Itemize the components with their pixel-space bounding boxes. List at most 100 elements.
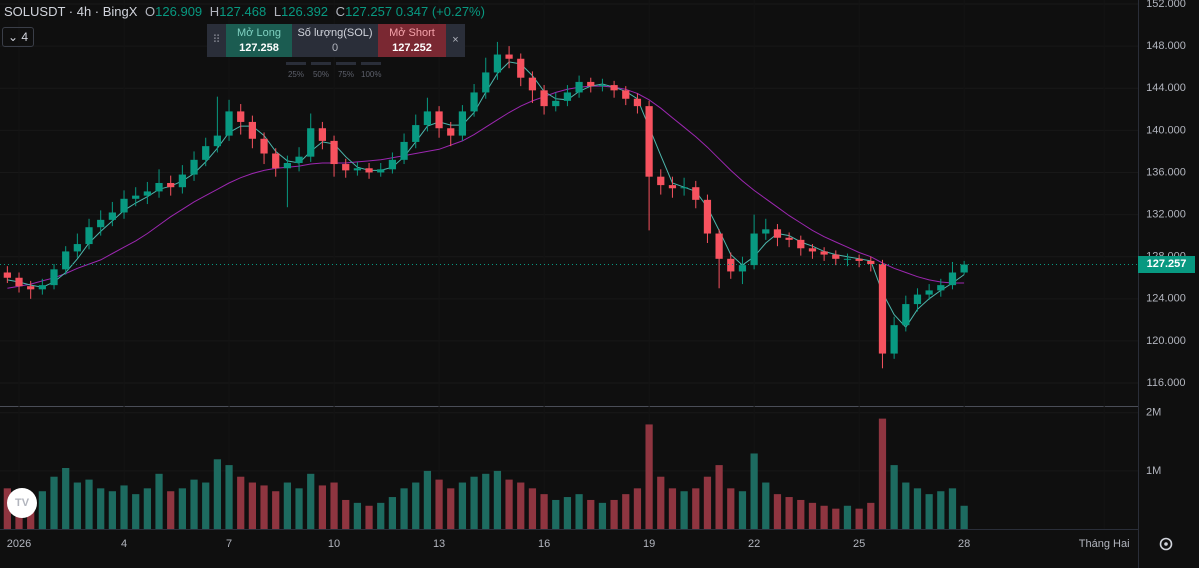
volume-bar (38, 491, 46, 529)
candle-body (563, 92, 572, 101)
volume-bar (680, 491, 688, 529)
candle-body (260, 138, 268, 154)
low: 126.392 (281, 4, 329, 19)
volume-bar (248, 482, 257, 529)
candle-body (692, 187, 700, 200)
y-tick-label: 148.000 (1146, 40, 1186, 52)
short-price: 127.252 (392, 42, 432, 54)
volume-bar (773, 494, 782, 529)
settings-button[interactable] (1159, 537, 1173, 551)
volume-bar (633, 488, 642, 529)
percent-button[interactable]: 50% (311, 62, 331, 79)
candle-body (738, 265, 747, 272)
candle-body (622, 90, 630, 99)
qty-label: Số lượng(SOL) (297, 27, 373, 39)
candle-body (657, 176, 665, 186)
volume-bar (470, 476, 478, 529)
candle-body (388, 159, 397, 170)
candle-body (960, 264, 968, 273)
c-label: C (335, 4, 346, 19)
candle-body (295, 156, 303, 163)
candle-body (400, 141, 408, 160)
volume-bar (85, 479, 93, 529)
long-button[interactable]: Mở Long 127.258 (226, 24, 292, 57)
l-label: L (273, 4, 282, 19)
volume-bar (202, 482, 210, 529)
percent-buttons: 25% 50% 75% 100% (286, 62, 381, 79)
volume-bar (645, 424, 653, 529)
volume-bar (120, 485, 128, 529)
candle-body (202, 146, 210, 160)
candle-body (587, 81, 595, 87)
y-tick-label: 124.000 (1146, 293, 1186, 305)
volume-bar (820, 505, 828, 529)
volume-bar (610, 499, 618, 529)
volume-bar (50, 476, 58, 529)
volume-bar (517, 482, 525, 529)
x-tick-label: 16 (538, 538, 550, 550)
candle-body (353, 168, 362, 171)
volume-bar (178, 488, 186, 529)
candle-body (797, 239, 805, 249)
volume-bar (97, 488, 105, 529)
candle-body (890, 325, 898, 354)
candle-body (505, 54, 513, 59)
x-tick-label: 13 (433, 538, 445, 550)
candle-body (120, 198, 128, 213)
candle-body (808, 248, 817, 252)
volume-bar (190, 479, 198, 529)
moving-average (7, 85, 965, 289)
close-button[interactable]: × (446, 24, 465, 57)
candle-body (855, 258, 863, 261)
trade-panel: ⠿ Mở Long 127.258 Số lượng(SOL) 0 Mở Short… (207, 24, 465, 57)
volume-bar (948, 488, 957, 529)
candle-body (925, 290, 933, 295)
percent-button[interactable]: 25% (286, 62, 306, 79)
volume-bar (353, 502, 362, 529)
candle-body (330, 140, 338, 165)
candle-body (727, 258, 735, 272)
candle-body (645, 106, 653, 177)
volume-bar (3, 488, 11, 529)
volume-bar (808, 502, 817, 529)
volume-bar (108, 491, 116, 529)
y-tick-label: 120.000 (1146, 335, 1186, 347)
candle-body (680, 187, 688, 189)
x-tick-label: 4 (121, 538, 127, 550)
short-button[interactable]: Mở Short 127.252 (378, 24, 446, 57)
volume-bar (272, 491, 280, 529)
candle-body (225, 111, 233, 136)
qty-input[interactable]: Số lượng(SOL) 0 (292, 24, 378, 57)
x-tick-label: 25 (853, 538, 865, 550)
volume-bar (563, 497, 572, 529)
candle-body (785, 237, 793, 240)
volume-bar (295, 488, 303, 529)
drag-handle[interactable]: ⠿ (207, 24, 226, 57)
volume-bar (925, 494, 933, 529)
volume-bar (937, 491, 945, 529)
percent-button[interactable]: 75% (336, 62, 356, 79)
candle-body (610, 85, 618, 91)
volume-bar (797, 499, 805, 529)
percent-button[interactable]: 100% (361, 62, 381, 79)
high: 127.468 (219, 4, 267, 19)
volume-bar (738, 491, 747, 529)
volume-bar (540, 494, 548, 529)
candle-body (435, 111, 443, 129)
y-tick-label: 144.000 (1146, 82, 1186, 94)
volume-bar (598, 502, 607, 529)
symbol[interactable]: SOLUSDT · 4h · BingX (4, 4, 138, 19)
y-tick-label: 152.000 (1146, 0, 1186, 10)
y-tick-label: 116.000 (1147, 377, 1186, 389)
volume-bar (657, 476, 665, 529)
y-tick-label: 136.000 (1146, 166, 1186, 178)
candle-body (528, 77, 537, 91)
volume-bar (960, 505, 968, 529)
interval-toggle[interactable]: ⌄ 4 (2, 27, 34, 47)
volume-bar (715, 465, 723, 529)
candle-body (318, 128, 327, 141)
volume-bar (458, 482, 467, 529)
volume-bar (493, 470, 502, 529)
